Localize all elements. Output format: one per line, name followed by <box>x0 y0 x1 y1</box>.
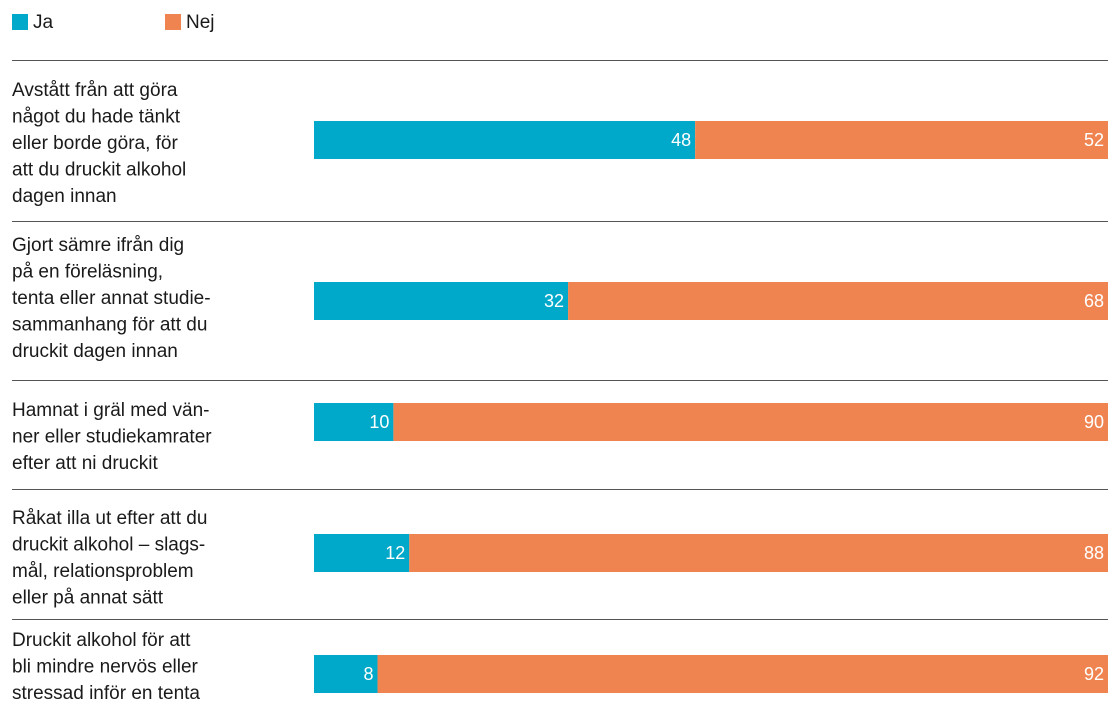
value-label: 68 <box>1084 291 1104 311</box>
category-label: ner eller studiekamrater <box>12 427 212 448</box>
value-label: 92 <box>1084 664 1104 684</box>
category-label: stressad inför en tenta <box>12 683 200 704</box>
bar-segment <box>314 534 410 572</box>
category-label: Avstått från att göra <box>12 80 178 101</box>
category-label: dagen innan <box>12 186 117 207</box>
category-label: Gjort sämre ifrån dig <box>12 235 184 256</box>
value-label: 32 <box>544 291 564 311</box>
value-label: 10 <box>369 412 389 432</box>
category-label: eller borde göra, för <box>12 133 178 154</box>
category-label: bli mindre nervös eller <box>12 657 199 678</box>
bar-segment <box>568 282 1108 320</box>
bar-segment <box>314 655 378 693</box>
category-label: druckit alkohol – slags- <box>12 535 205 556</box>
bar-segment <box>409 534 1108 572</box>
bar-segment <box>695 121 1108 159</box>
category-label: Hamnat i gräl med vän- <box>12 400 209 421</box>
category-label: tenta eller annat studie- <box>12 288 211 309</box>
value-label: 8 <box>364 664 374 684</box>
category-label: Råkat illa ut efter att du <box>12 508 207 529</box>
bar-segment <box>314 121 696 159</box>
category-label: druckit dagen innan <box>12 341 178 362</box>
value-label: 12 <box>385 543 405 563</box>
bar-segment <box>314 282 569 320</box>
value-label: 52 <box>1084 130 1104 150</box>
bar-segment <box>377 655 1108 693</box>
legend-label: Nej <box>186 12 215 33</box>
legend-label: Ja <box>33 12 54 33</box>
bar-segment <box>393 403 1108 441</box>
category-label: sammanhang för att du <box>12 315 207 336</box>
value-label: 48 <box>671 130 691 150</box>
category-label: något du hade tänkt <box>12 107 181 128</box>
category-label: mål, relationsproblem <box>12 561 194 582</box>
bar-segment <box>314 403 394 441</box>
category-label: eller på annat sätt <box>12 588 164 609</box>
value-label: 90 <box>1084 412 1104 432</box>
value-label: 88 <box>1084 543 1104 563</box>
category-label: Druckit alkohol för att <box>12 630 191 651</box>
category-label: att du druckit alkohol <box>12 160 186 181</box>
category-label: efter att ni druckit <box>12 453 158 474</box>
legend-swatch <box>12 14 28 30</box>
category-label: på en föreläsning, <box>12 262 163 283</box>
legend-swatch <box>165 14 181 30</box>
